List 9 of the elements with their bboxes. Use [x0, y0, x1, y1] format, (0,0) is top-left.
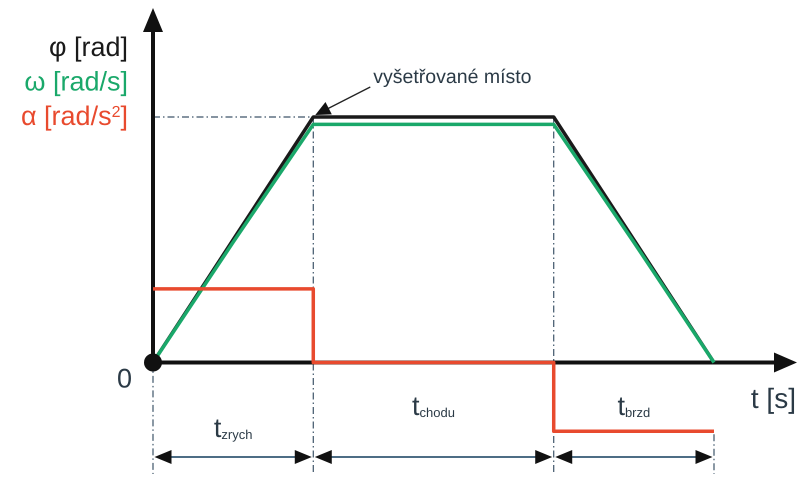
annotation: vyšetřované místo — [373, 66, 532, 88]
text: ω [rad/s] — [24, 66, 128, 96]
legend-label: φ [rad] — [48, 32, 128, 62]
annotation: t$_{zrych}$ — [214, 413, 252, 443]
text: 0 — [116, 364, 132, 394]
x-axis-title: t [s] — [750, 383, 796, 414]
annotation: t$_{brzd}$ — [617, 391, 650, 422]
text: α [rad/s$^{2}$] — [20, 101, 128, 131]
annotation: t$_{chodu}$ — [412, 391, 455, 422]
